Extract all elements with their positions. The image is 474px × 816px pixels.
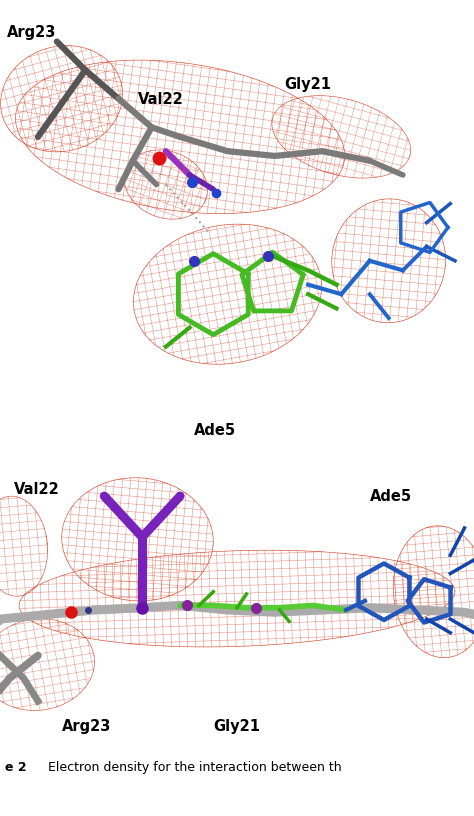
- Text: Gly21: Gly21: [284, 78, 331, 92]
- Text: e 2: e 2: [5, 761, 27, 774]
- Text: Arg23: Arg23: [62, 719, 111, 734]
- Text: Ade5: Ade5: [370, 489, 412, 503]
- Text: Electron density for the interaction between th: Electron density for the interaction bet…: [36, 761, 341, 774]
- Text: Gly21: Gly21: [213, 719, 260, 734]
- Text: Ade5: Ade5: [194, 423, 237, 438]
- Text: Arg23: Arg23: [7, 24, 56, 40]
- Text: Val22: Val22: [14, 481, 60, 497]
- Text: Val22: Val22: [137, 91, 183, 107]
